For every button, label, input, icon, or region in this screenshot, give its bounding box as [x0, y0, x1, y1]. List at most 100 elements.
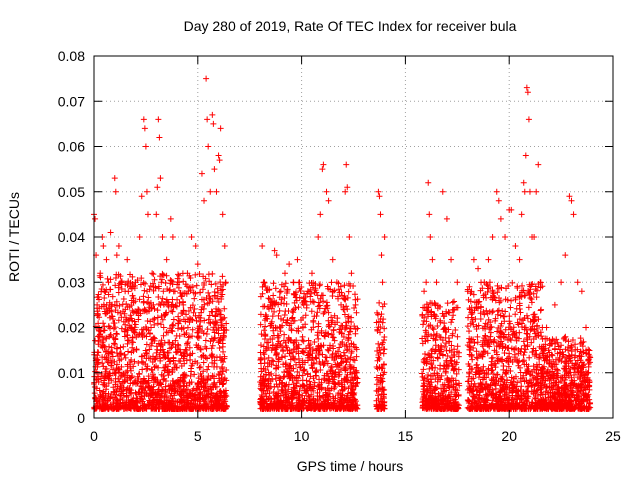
data-point — [189, 283, 196, 290]
data-point — [94, 294, 101, 301]
data-point — [270, 327, 277, 334]
data-point — [513, 305, 520, 312]
data-point — [430, 326, 437, 333]
data-point — [182, 346, 189, 353]
data-point — [115, 375, 122, 382]
data-point — [217, 368, 224, 375]
data-point — [172, 398, 179, 405]
data-point — [212, 313, 219, 320]
data-point — [200, 273, 207, 280]
data-point — [197, 346, 204, 353]
data-point — [205, 363, 212, 370]
data-point — [189, 387, 196, 394]
data-point — [148, 375, 155, 382]
data-point — [512, 311, 519, 318]
data-point — [199, 405, 206, 412]
data-point — [325, 399, 332, 406]
data-point — [300, 367, 307, 374]
data-point — [176, 384, 183, 391]
data-point — [275, 312, 282, 319]
data-point — [165, 363, 172, 370]
data-point — [211, 357, 218, 364]
data-point — [146, 398, 153, 405]
data-point — [122, 404, 129, 411]
data-point — [93, 385, 100, 392]
data-point — [123, 377, 130, 384]
data-point — [302, 345, 309, 352]
data-point — [122, 326, 129, 333]
data-point — [315, 320, 322, 327]
data-point — [176, 300, 183, 307]
data-point — [130, 327, 137, 334]
data-point — [258, 365, 265, 372]
data-point — [278, 300, 285, 307]
data-point — [376, 299, 383, 306]
data-point — [187, 274, 194, 281]
data-point — [335, 295, 342, 302]
data-point — [200, 352, 207, 359]
data-point — [454, 333, 461, 340]
data-point — [208, 281, 215, 288]
data-point — [161, 367, 168, 374]
data-point — [152, 355, 159, 362]
data-point — [350, 341, 357, 348]
data-point — [261, 327, 268, 334]
data-point — [191, 371, 198, 378]
data-point — [353, 309, 360, 316]
data-point — [138, 383, 145, 390]
data-point — [104, 397, 111, 404]
data-point — [220, 327, 227, 334]
data-point — [431, 312, 438, 319]
data-point — [161, 312, 168, 319]
data-point — [154, 320, 161, 327]
data-point — [107, 357, 114, 364]
data-point — [346, 325, 353, 332]
data-point — [159, 295, 166, 302]
data-point — [293, 361, 300, 368]
data-point — [159, 271, 166, 278]
data-point — [319, 292, 326, 299]
data-point — [568, 343, 575, 350]
data-point — [107, 394, 114, 401]
data-point — [477, 316, 484, 323]
data-point — [118, 314, 125, 321]
data-point — [208, 345, 215, 352]
data-point — [185, 307, 192, 314]
data-point — [124, 331, 131, 338]
data-point — [518, 345, 525, 352]
data-point — [112, 274, 119, 281]
data-point — [307, 298, 314, 305]
data-point — [157, 379, 164, 386]
data-point — [167, 286, 174, 293]
data-point — [119, 397, 126, 404]
data-point — [262, 283, 269, 290]
data-point — [538, 306, 545, 313]
data-point — [336, 344, 343, 351]
data-point — [336, 289, 343, 296]
data-point — [112, 335, 119, 342]
data-point — [151, 315, 158, 322]
data-point — [257, 342, 264, 349]
data-point — [209, 383, 216, 390]
data-point — [211, 379, 218, 386]
data-point — [130, 363, 137, 370]
data-point — [195, 342, 202, 349]
data-point — [202, 383, 209, 390]
data-point — [191, 295, 198, 302]
data-point — [129, 273, 136, 280]
data-point — [272, 285, 279, 292]
data-point — [178, 293, 185, 300]
data-point — [178, 324, 185, 331]
data-point — [217, 353, 224, 360]
data-point — [191, 391, 198, 398]
data-point — [268, 318, 275, 325]
data-point — [199, 286, 206, 293]
data-point — [208, 386, 215, 393]
data-point — [144, 299, 151, 306]
data-point — [205, 394, 212, 401]
data-point — [118, 350, 125, 357]
data-point — [344, 337, 351, 344]
data-point — [216, 311, 223, 318]
data-point — [184, 339, 191, 346]
data-point — [139, 334, 146, 341]
